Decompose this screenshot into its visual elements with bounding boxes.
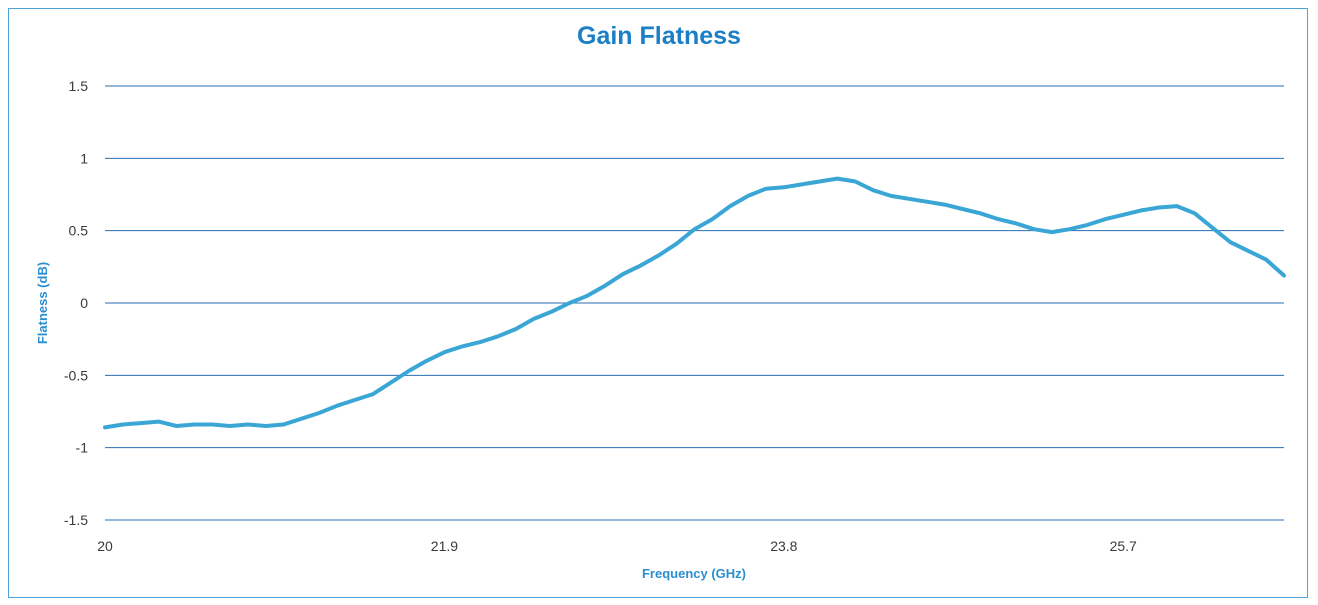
- x-tick-labels: 20 21.9 23.8 25.7: [97, 538, 1137, 554]
- y-axis-label: Flatness (dB): [35, 262, 50, 344]
- x-tick-label: 23.8: [770, 538, 797, 554]
- y-tick-label: 0.5: [69, 223, 89, 239]
- y-tick-label: 0: [80, 295, 88, 311]
- series-line: [103, 176, 1286, 430]
- y-tick-label: -1: [76, 440, 89, 456]
- x-tick-label: 21.9: [431, 538, 458, 554]
- y-tick-label: -1.5: [64, 512, 88, 528]
- y-tick-label: 1.5: [69, 78, 89, 94]
- y-tick-labels: 1.5 1 0.5 0 -0.5 -1 -1.5: [64, 78, 88, 528]
- chart-title: Gain Flatness: [577, 22, 741, 50]
- x-tick-label: 20: [97, 538, 113, 554]
- x-tick-label: 25.7: [1110, 538, 1137, 554]
- grid-lines: [105, 85, 1284, 521]
- y-tick-label: 1: [80, 150, 88, 166]
- y-tick-label: -0.5: [64, 367, 88, 383]
- x-axis-label: Frequency (GHz): [642, 566, 746, 581]
